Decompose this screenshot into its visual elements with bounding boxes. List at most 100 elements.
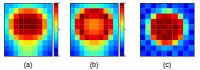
cells (140, 3, 194, 56)
colorbar-step (54, 14, 58, 16)
cell (18, 30, 23, 36)
axis (140, 4, 141, 57)
axis-line (140, 4, 141, 57)
cell (94, 35, 99, 41)
axis-line (5, 3, 53, 4)
cell (151, 51, 157, 56)
cell (33, 30, 38, 36)
colorbar-step (54, 42, 58, 44)
cell (113, 45, 118, 51)
cell (89, 45, 94, 51)
cell (14, 19, 19, 25)
cell (14, 45, 19, 51)
colorbar-step (54, 49, 58, 51)
cell (94, 24, 99, 30)
cell (108, 30, 113, 36)
cell (104, 51, 109, 56)
cell (84, 51, 89, 56)
colorbar-step (54, 19, 58, 21)
cell (89, 19, 94, 25)
cell (80, 19, 85, 25)
cell (172, 35, 178, 41)
cell (151, 24, 157, 30)
colorbar-step (120, 42, 124, 44)
cell (178, 35, 184, 41)
cell (84, 3, 89, 9)
colorbar-step (120, 14, 124, 16)
cell (167, 35, 173, 41)
cell (113, 40, 118, 46)
axis (194, 4, 195, 57)
colorbar-step (120, 10, 124, 12)
colorbar-step (54, 22, 58, 24)
cell (189, 24, 194, 30)
cell (156, 30, 162, 36)
cell (178, 30, 184, 36)
cell (23, 45, 28, 51)
cell (99, 8, 104, 14)
cell (151, 45, 157, 51)
cell (172, 19, 178, 25)
cell (108, 14, 113, 20)
colorbar-step (54, 38, 58, 40)
cell (183, 45, 189, 51)
cell (75, 3, 80, 9)
cell (80, 35, 85, 41)
colorbar-step (120, 52, 124, 54)
cell (145, 30, 151, 36)
colorbar-step (54, 33, 58, 35)
cell (42, 40, 47, 46)
colorbar-step (54, 24, 58, 26)
cell (140, 35, 146, 41)
cell (23, 8, 28, 14)
cell (167, 24, 173, 30)
cell (151, 40, 157, 46)
cell (47, 45, 52, 51)
cell (42, 45, 47, 51)
cell (33, 51, 38, 56)
colorbar-step (120, 47, 124, 49)
cell (162, 8, 168, 14)
colorbar-step (120, 24, 124, 26)
cells (4, 3, 52, 56)
cell (172, 8, 178, 14)
cell (183, 35, 189, 41)
cell (145, 19, 151, 25)
cell (178, 51, 184, 56)
axis (71, 56, 119, 57)
colorbar-step (54, 28, 58, 30)
cell (47, 30, 52, 36)
cell (9, 3, 14, 9)
cell (23, 51, 28, 56)
cell (75, 30, 80, 36)
cell (104, 30, 109, 36)
cell (162, 19, 168, 25)
cell (42, 3, 47, 9)
cell (172, 45, 178, 51)
cell (140, 8, 146, 14)
cell (9, 19, 14, 25)
colorbar-step (54, 26, 58, 28)
cell (178, 24, 184, 30)
cell (33, 40, 38, 46)
cell (75, 8, 80, 14)
cell (145, 14, 151, 20)
cell (33, 35, 38, 41)
colorbar-step (120, 8, 124, 10)
cell (18, 19, 23, 25)
cell (108, 51, 113, 56)
cell (162, 14, 168, 20)
cell (113, 14, 118, 20)
colorbar-step (120, 22, 124, 24)
cell (33, 8, 38, 14)
colorbar-step (120, 21, 124, 23)
colorbar-step (120, 49, 124, 51)
cell (189, 8, 194, 14)
cell (75, 14, 80, 20)
cell (14, 24, 19, 30)
cell (14, 8, 19, 14)
cell (9, 8, 14, 14)
cell (38, 8, 43, 14)
colorbar-tick (58, 29, 60, 30)
cell (145, 3, 151, 9)
